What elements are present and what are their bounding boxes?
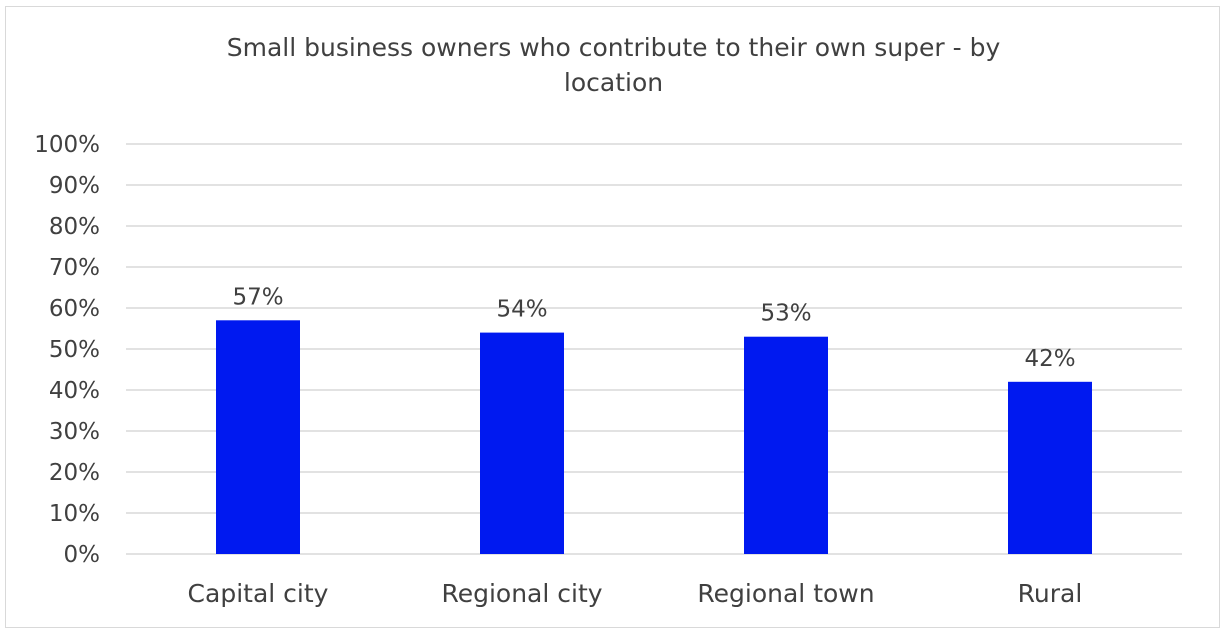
category-label-3: Rural (1018, 579, 1083, 608)
y-tick-label: 70% (49, 255, 100, 281)
bar-2 (744, 336, 828, 554)
data-label-1: 54% (496, 297, 547, 323)
y-tick-label: 80% (49, 214, 100, 240)
bar-3 (1008, 381, 1092, 554)
y-axis-ticks: 0% 10% 20% 30% 40% 50% 60% 70% 80% 90% 100% (34, 132, 100, 568)
data-label-0: 57% (232, 284, 283, 310)
chart-title: Small business owners who contribute to … (0, 30, 1227, 100)
data-labels: 57% 54% 53% 42% (232, 284, 1075, 372)
y-tick-label: 20% (49, 460, 100, 486)
y-tick-label: 90% (49, 173, 100, 199)
chart-title-line-1: Small business owners who contribute to … (226, 33, 1001, 62)
y-tick-label: 50% (49, 337, 100, 363)
y-tick-label: 30% (49, 419, 100, 445)
bar-1 (480, 332, 564, 554)
data-label-2: 53% (760, 301, 811, 327)
bars (216, 320, 1092, 554)
y-tick-label: 100% (34, 132, 100, 158)
chart-title-line-2: location (563, 68, 664, 97)
y-tick-label: 10% (49, 501, 100, 527)
category-label-0: Capital city (188, 579, 329, 608)
y-tick-label: 0% (64, 542, 101, 568)
category-label-2: Regional town (697, 579, 874, 608)
bar-0 (216, 320, 300, 554)
y-tick-label: 60% (49, 296, 100, 322)
x-axis-categories: Capital city Regional city Regional town Ru… (188, 579, 1083, 608)
category-label-1: Regional city (441, 579, 602, 608)
y-tick-label: 40% (49, 378, 100, 404)
gridlines (126, 143, 1182, 555)
data-label-3: 42% (1024, 346, 1075, 372)
